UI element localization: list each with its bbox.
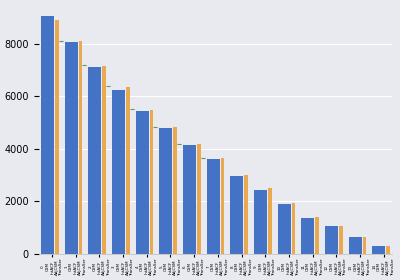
Bar — [112, 90, 125, 254]
Bar — [339, 225, 343, 254]
Bar — [363, 237, 366, 254]
Bar — [64, 42, 78, 254]
Bar — [230, 176, 243, 254]
Bar — [136, 111, 148, 254]
Bar — [325, 226, 338, 254]
Bar — [159, 128, 172, 254]
Bar — [244, 175, 248, 254]
Bar — [41, 16, 54, 254]
Bar — [292, 204, 295, 254]
Bar — [88, 67, 101, 254]
Bar — [278, 204, 291, 254]
Bar — [102, 66, 106, 254]
Bar — [79, 41, 82, 254]
Bar — [197, 144, 201, 254]
Bar — [316, 217, 319, 254]
Bar — [206, 159, 220, 254]
Bar — [349, 237, 362, 254]
Bar — [386, 246, 390, 254]
Bar — [183, 145, 196, 254]
Bar — [126, 87, 130, 254]
Bar — [372, 246, 385, 254]
Bar — [174, 127, 177, 254]
Bar — [301, 218, 314, 254]
Bar — [55, 20, 59, 254]
Bar — [150, 110, 153, 254]
Bar — [254, 190, 267, 254]
Bar — [221, 158, 224, 254]
Bar — [268, 188, 272, 254]
